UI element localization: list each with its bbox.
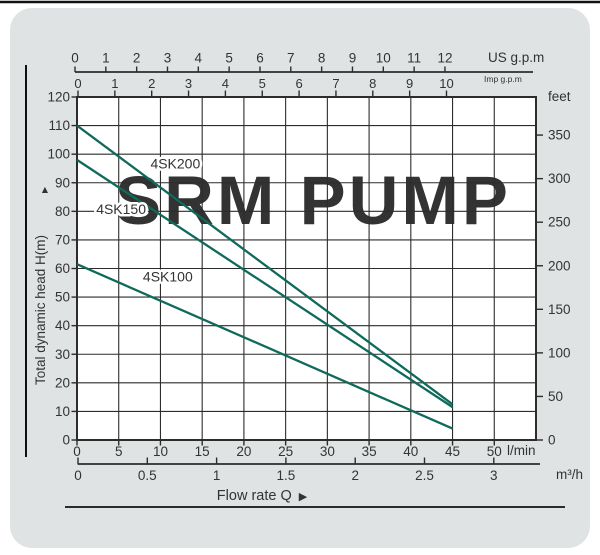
us-gpm-unit-label: US g.p.m <box>488 50 544 65</box>
curve-4SK200 <box>76 124 454 406</box>
lmin-tick-label: 25 <box>278 444 293 459</box>
imp-gpm-tick-label: 3 <box>185 76 192 91</box>
feet-tick-label: 200 <box>548 258 571 273</box>
y-axis-arrow-icon: ▲ <box>40 184 50 196</box>
imp-gpm-tick-label: 4 <box>222 76 229 91</box>
lmin-tick-label: 0 <box>73 444 81 459</box>
lmin-tick-label: 15 <box>195 444 210 459</box>
series-label-4SK100: 4SK100 <box>143 268 193 284</box>
head-m-tick-label: 110 <box>48 118 70 133</box>
feet-tick-label: 250 <box>548 215 571 230</box>
imp-gpm-tick-label: 5 <box>259 76 266 91</box>
us-gpm-tick-label: 8 <box>318 51 326 66</box>
imp-gpm-tick-label: 10 <box>439 76 453 91</box>
curve-4SK100 <box>76 263 454 430</box>
head-m-tick-label: 30 <box>55 347 70 362</box>
us-gpm-tick-label: 0 <box>71 51 79 66</box>
m3h-tick-label: 0.5 <box>138 468 157 483</box>
m3h-tick-label: 3 <box>490 468 498 483</box>
m3h-tick-label: 1.5 <box>277 468 296 483</box>
imp-gpm-tick-label: 2 <box>148 76 155 91</box>
imp-gpm-tick-label: 7 <box>332 76 339 91</box>
us-gpm-tick-label: 11 <box>407 51 421 66</box>
lmin-tick-label: 5 <box>115 444 123 459</box>
feet-tick-label: 0 <box>548 433 556 448</box>
imp-gpm-tick-label: 6 <box>295 76 302 91</box>
y-axis-title: Total dynamic head H(m) <box>33 235 48 385</box>
us-gpm-tick-label: 3 <box>164 51 172 66</box>
feet-tick-label: 350 <box>548 128 571 143</box>
imp-gpm-tick-label: 9 <box>406 76 413 91</box>
head-m-tick-label: 20 <box>55 375 70 390</box>
watermark-text: SRM PUMP <box>115 162 511 239</box>
us-gpm-tick-label: 4 <box>195 51 203 66</box>
head-m-tick-label: 50 <box>55 290 70 305</box>
lmin-tick-label: 10 <box>153 444 168 459</box>
imp-gpm-tick-label: 0 <box>74 76 81 91</box>
x-axis-arrow-icon: ▶ <box>299 491 308 503</box>
x-axis-title: Flow rate Q ▶ <box>217 488 308 504</box>
us-gpm-tick-label: 12 <box>437 51 452 66</box>
m3h-tick-label: 2 <box>351 468 359 483</box>
us-gpm-tick-label: 7 <box>287 51 295 66</box>
feet-tick-label: 100 <box>548 345 571 360</box>
feet-tick-label: 50 <box>548 389 563 404</box>
imp-gpm-unit-label: Imp g.p.m <box>484 74 522 84</box>
m3h-tick-label: 0 <box>74 468 82 483</box>
head-m-tick-label: 70 <box>55 232 70 247</box>
lmin-tick-label: 50 <box>487 444 502 459</box>
head-m-tick-label: 80 <box>55 204 70 219</box>
head-m-tick-label: 40 <box>55 318 70 333</box>
us-gpm-tick-label: 9 <box>349 51 357 66</box>
m3h-tick-label: 2.5 <box>415 468 434 483</box>
imp-gpm-tick-label: 1 <box>111 76 118 91</box>
us-gpm-tick-label: 2 <box>133 51 141 66</box>
feet-unit-label: feet <box>548 89 571 104</box>
imp-gpm-tick-label: 8 <box>369 76 376 91</box>
us-gpm-tick-label: 10 <box>376 51 391 66</box>
head-m-tick-label: 120 <box>47 90 70 105</box>
head-m-tick-label: 10 <box>55 404 70 419</box>
lmin-tick-label: 45 <box>445 444 460 459</box>
series-label-4SK200: 4SK200 <box>150 155 200 171</box>
us-gpm-tick-label: 5 <box>225 51 233 66</box>
lmin-tick-label: 20 <box>236 444 251 459</box>
lmin-tick-label: 40 <box>403 444 418 459</box>
lmin-unit-label: l/min <box>507 443 536 458</box>
m3h-tick-label: 1 <box>213 468 221 483</box>
us-gpm-tick-label: 1 <box>102 51 110 66</box>
lmin-tick-label: 30 <box>320 444 335 459</box>
series-label-4SK150: 4SK150 <box>96 201 146 217</box>
feet-tick-label: 150 <box>548 302 571 317</box>
axis-ticks: 0102030405060708090100110120050100150200… <box>47 51 570 484</box>
lmin-tick-label: 35 <box>362 444 377 459</box>
m3h-unit-label: m³/h <box>556 467 583 482</box>
curve-4SK150 <box>76 158 454 409</box>
head-m-tick-label: 90 <box>55 175 70 190</box>
pump-curves: 4SK200 4SK150 4SK100 <box>76 124 454 430</box>
us-gpm-tick-label: 6 <box>256 51 264 66</box>
head-m-tick-label: 100 <box>47 147 70 162</box>
head-m-tick-label: 60 <box>55 261 70 276</box>
feet-tick-label: 300 <box>548 171 571 186</box>
head-m-tick-label: 0 <box>62 433 70 448</box>
